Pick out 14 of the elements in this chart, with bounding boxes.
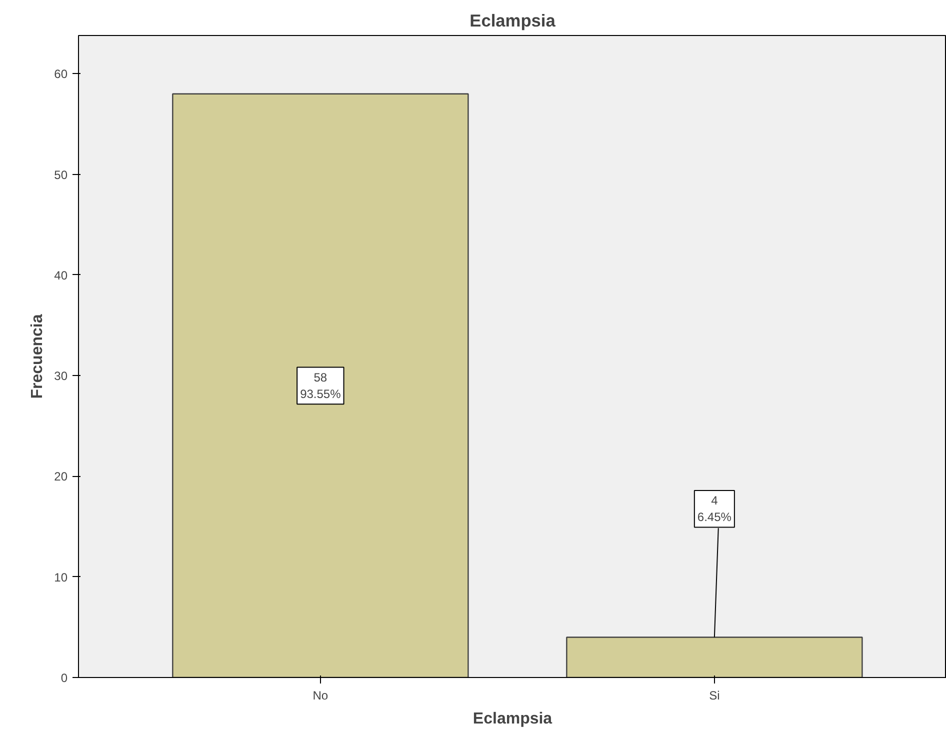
y-tick-label: 30 bbox=[54, 369, 68, 384]
chart-title: Eclampsia bbox=[470, 10, 556, 30]
data-label: 58 93.55% bbox=[300, 370, 342, 402]
y-tick-label: 10 bbox=[54, 570, 68, 584]
y-tick-label: 60 bbox=[54, 67, 68, 82]
y-tick-label: 40 bbox=[54, 268, 68, 282]
data-label: 4 6.45% bbox=[697, 493, 732, 524]
x-axis-title: Eclampsia bbox=[472, 710, 552, 728]
y-axis-title: Frecuencia bbox=[29, 314, 46, 399]
y-tick-label: 50 bbox=[54, 168, 68, 182]
y-tick-label: 20 bbox=[54, 470, 68, 484]
x-tick-label: No bbox=[312, 688, 328, 702]
y-tick-label: 0 bbox=[60, 671, 68, 685]
x-tick-label: Si bbox=[709, 688, 720, 702]
